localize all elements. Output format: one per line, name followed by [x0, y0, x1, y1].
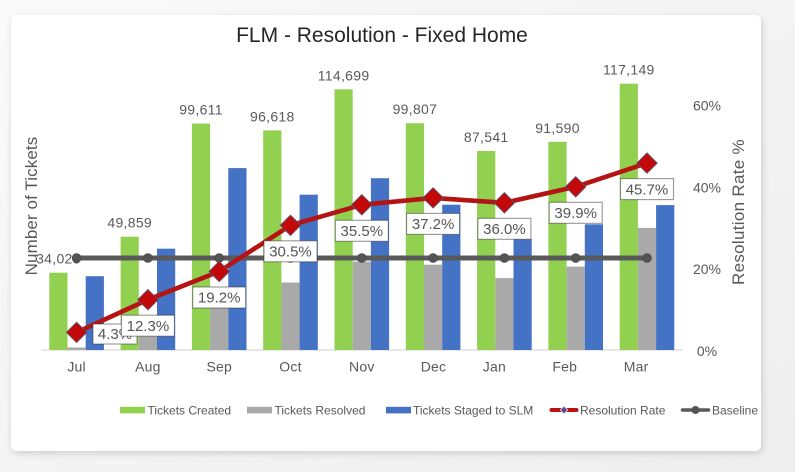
svg-text:Dec: Dec: [421, 358, 447, 374]
svg-text:Tickets Resolved: Tickets Resolved: [275, 403, 366, 417]
svg-text:Resolution Rate: Resolution Rate: [580, 403, 666, 417]
svg-text:12.3%: 12.3%: [127, 318, 170, 335]
svg-text:87,541: 87,541: [464, 129, 509, 145]
svg-text:Tickets Staged to SLM: Tickets Staged to SLM: [413, 403, 533, 417]
svg-text:49,859: 49,859: [107, 215, 152, 231]
svg-text:Resolution Rate %: Resolution Rate %: [729, 139, 748, 285]
svg-text:Feb: Feb: [552, 358, 577, 374]
svg-text:Jan: Jan: [483, 358, 506, 374]
svg-text:Nov: Nov: [349, 358, 375, 374]
svg-text:99,807: 99,807: [393, 101, 438, 117]
svg-text:Number of Tickets: Number of Tickets: [22, 137, 41, 276]
svg-text:19.2%: 19.2%: [198, 290, 241, 307]
svg-text:96,618: 96,618: [250, 108, 295, 124]
svg-text:35.5%: 35.5%: [341, 223, 384, 240]
svg-text:60%: 60%: [693, 98, 721, 114]
svg-text:39.9%: 39.9%: [554, 205, 597, 222]
svg-text:114,699: 114,699: [318, 67, 370, 83]
svg-text:99,611: 99,611: [179, 102, 223, 118]
svg-text:Baseline: Baseline: [712, 403, 758, 417]
svg-text:37.2%: 37.2%: [412, 216, 455, 233]
svg-text:Aug: Aug: [135, 358, 161, 374]
svg-text:Tickets Created: Tickets Created: [148, 403, 232, 417]
svg-text:Oct: Oct: [279, 358, 301, 374]
svg-text:36.0%: 36.0%: [483, 221, 526, 238]
svg-text:Jul: Jul: [67, 358, 86, 374]
svg-text:Mar: Mar: [624, 358, 649, 374]
svg-text:FLM - Resolution - Fixed Home: FLM - Resolution - Fixed Home: [236, 24, 528, 47]
svg-text:Sep: Sep: [206, 358, 232, 374]
svg-text:45.7%: 45.7%: [626, 181, 669, 198]
svg-text:34,023: 34,023: [36, 251, 81, 267]
svg-text:91,590: 91,590: [535, 120, 580, 136]
svg-text:20%: 20%: [693, 261, 721, 277]
svg-text:117,149: 117,149: [603, 62, 655, 78]
svg-text:0%: 0%: [697, 343, 717, 359]
svg-text:40%: 40%: [693, 179, 721, 195]
svg-text:30.5%: 30.5%: [269, 244, 312, 261]
